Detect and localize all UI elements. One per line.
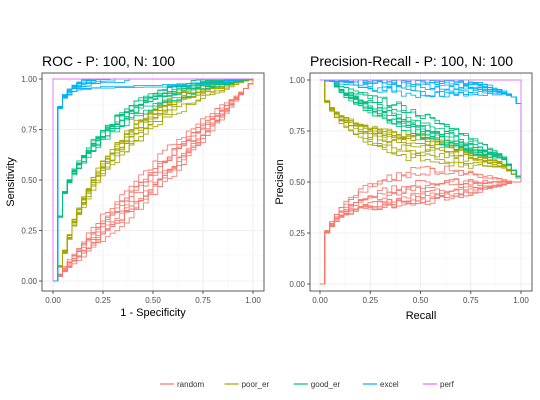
roc-y-tick-label: 0.25 [21,227,37,236]
legend-label-random: random [177,380,204,389]
pr-curve-random [320,181,521,285]
pr-x-tick-label: 0.75 [463,296,479,305]
roc-curve-good_er [53,79,254,282]
pr-curve-poor_er [320,79,522,182]
roc-curve-random [53,79,254,282]
roc-curve-perf [52,78,253,281]
roc-x-tick-label: 0.75 [195,296,211,305]
roc-x-tick-label: 0.25 [95,296,111,305]
legend: random poor_er good_er excel perf [160,380,455,389]
roc-title: ROC - P: 100, N: 100 [42,53,175,69]
legend-label-good_er: good_er [311,380,341,389]
roc-y-tick-label: 1.00 [21,75,37,84]
pr-y-tick-label: 0.25 [289,229,305,238]
roc-y-ticks: 0.00 0.25 0.50 0.75 1.00 [21,75,42,286]
legend-label-perf: perf [440,380,455,389]
pr-x-tick-label: 0.50 [413,296,429,305]
roc-curve-excel [53,78,253,282]
roc-x-tick-label: 0.50 [145,296,161,305]
roc-x-ticks: 0.00 0.25 0.50 0.75 1.00 [45,291,261,305]
legend-label-poor_er: poor_er [242,380,270,389]
roc-x-axis-title: 1 - Specificity [120,307,186,319]
pr-title: Precision-Recall - P: 100, N: 100 [310,53,513,69]
pr-x-tick-label: 0.00 [312,296,328,305]
roc-panel: ROC - P: 100, N: 100 0.00 0.25 0.50 0.75 1.0… [5,53,265,319]
pr-curve-poor_er [320,79,522,182]
pr-curve-random [320,167,521,285]
pr-curves [320,79,522,285]
pr-curve-excel [320,79,522,182]
pr-y-ticks: 0.00 0.25 0.50 0.75 1.00 [289,76,310,289]
pr-y-tick-label: 1.00 [289,76,305,85]
pr-x-tick-label: 1.00 [513,296,529,305]
legend-label-excel: excel [380,380,399,389]
roc-y-tick-label: 0.50 [21,176,37,185]
pr-curve-excel [320,79,522,182]
pr-y-tick-label: 0.00 [289,280,305,289]
pr-curve-good_er [320,79,522,182]
roc-curve-random [53,79,254,282]
pr-curve-good_er [320,79,522,182]
roc-curve-poor_er [53,79,254,282]
pr-curve-random [320,181,521,285]
pr-y-tick-label: 0.50 [289,178,305,187]
roc-x-tick-label: 0.00 [45,296,61,305]
roc-y-tick-label: 0.00 [21,277,37,286]
pr-panel: Precision-Recall - P: 100, N: 100 0.00 0.… [274,53,533,322]
pr-curve-good_er [320,79,522,182]
pr-curve-good_er [320,79,522,182]
pr-x-tick-label: 0.25 [362,296,378,305]
roc-curves [52,78,254,282]
pr-curve-random [320,178,521,285]
pr-curve-perf [320,79,522,182]
roc-x-tick-label: 1.00 [245,296,261,305]
roc-curve-random [53,79,254,282]
pr-y-tick-label: 0.75 [289,127,305,136]
pr-x-axis-title: Recall [406,310,437,322]
pr-y-axis-title: Precision [274,159,286,204]
roc-y-tick-label: 0.75 [21,126,37,135]
roc-y-axis-title: Sensitivity [5,157,17,207]
roc-curve-good_er [53,79,254,282]
pr-curve-random [320,165,521,285]
pr-x-ticks: 0.00 0.25 0.50 0.75 1.00 [312,291,529,305]
